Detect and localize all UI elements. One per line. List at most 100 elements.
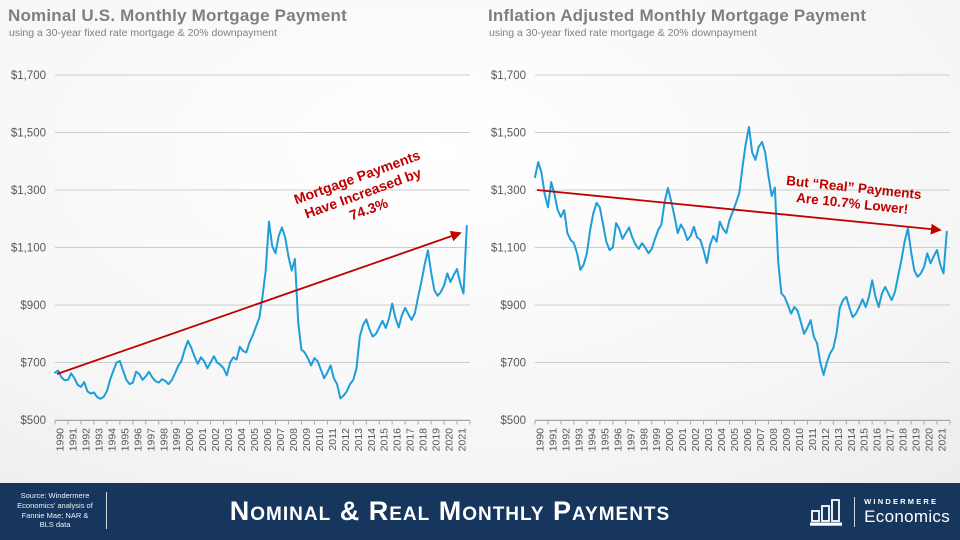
x-tick-label: 2004 — [716, 428, 728, 452]
x-tick-label: 1995 — [119, 428, 131, 452]
x-tick-label: 2002 — [690, 428, 702, 452]
x-tick-label: 2014 — [366, 428, 378, 452]
x-tick-label: 2019 — [431, 428, 443, 452]
x-tick-label: 1998 — [638, 428, 650, 452]
x-tick-label: 1992 — [560, 428, 572, 452]
x-tick-label: 2009 — [781, 428, 793, 452]
x-tick-label: 2020 — [924, 428, 936, 452]
logo-divider — [854, 496, 856, 527]
y-tick-label: $1,300 — [491, 185, 526, 197]
y-tick-label: $1,500 — [491, 128, 526, 140]
x-tick-label: 2012 — [820, 428, 832, 452]
x-tick-label: 1990 — [535, 428, 547, 452]
x-tick-label: 2015 — [379, 428, 391, 452]
x-tick-label: 2012 — [340, 428, 352, 452]
x-tick-label: 2000 — [664, 428, 676, 452]
y-tick-label: $900 — [20, 300, 46, 312]
x-tick-label: 2011 — [327, 428, 339, 451]
source-note: Source: Windermere Economics' analysis o… — [6, 491, 104, 530]
y-tick-label: $900 — [500, 300, 526, 312]
x-tick-label: 1995 — [599, 428, 611, 452]
x-tick-label: 1994 — [106, 428, 118, 452]
x-tick-label: 1999 — [171, 428, 183, 452]
y-tick-label: $1,100 — [491, 243, 526, 255]
x-tick-label: 1994 — [586, 428, 598, 452]
x-tick-label: 1993 — [93, 428, 105, 452]
x-tick-label: 2010 — [794, 428, 806, 452]
x-tick-label: 1999 — [651, 428, 663, 452]
x-tick-label: 2002 — [210, 428, 222, 452]
y-tick-label: $1,500 — [11, 128, 46, 140]
payment-series-line — [54, 220, 468, 400]
real-chart-subtitle: using a 30-year fixed rate mortgage & 20… — [489, 27, 757, 39]
y-tick-label: $1,700 — [491, 70, 526, 82]
bar-chart-icon — [810, 498, 843, 526]
nominal-chart-title: Nominal U.S. Monthly Mortgage Payment — [8, 6, 347, 25]
y-tick-label: $1,300 — [11, 185, 46, 197]
logo-brand-name: WINDERMERE — [864, 496, 939, 506]
x-tick-label: 2017 — [885, 428, 897, 452]
x-tick-label: 2013 — [353, 428, 365, 452]
x-tick-label: 2018 — [898, 428, 910, 452]
x-tick-label: 2015 — [859, 428, 871, 452]
x-tick-label: 1991 — [547, 428, 559, 452]
payment-series-line — [534, 126, 948, 376]
x-tick-label: 1997 — [145, 428, 157, 452]
trend-arrow — [536, 189, 942, 235]
source-line: Economics' analysis of — [17, 500, 93, 510]
x-tick-label: 1990 — [55, 428, 67, 452]
x-tick-label: 2007 — [275, 428, 287, 452]
x-tick-label: 1992 — [80, 428, 92, 452]
x-tick-label: 2008 — [768, 428, 780, 452]
logo-text: WINDERMERE Economics — [864, 497, 950, 527]
source-line: Source: Windermere — [20, 491, 90, 500]
x-tick-label: 2021 — [457, 428, 469, 452]
footer-banner: Source: Windermere Economics' analysis o… — [0, 483, 960, 540]
x-tick-label: 1997 — [625, 428, 637, 452]
y-tick-label: $500 — [500, 415, 526, 427]
x-tick-label: 2001 — [197, 428, 209, 452]
source-line: Fannie Mae; NAR & — [21, 510, 89, 520]
source-line: BLS data — [39, 520, 71, 530]
x-tick-label: 2005 — [249, 428, 261, 452]
x-tick-label: 2021 — [937, 428, 949, 452]
x-tick-label: 2006 — [262, 428, 274, 452]
x-tick-label: 2016 — [872, 428, 884, 452]
windermere-logo: WINDERMERE Economics — [809, 483, 950, 540]
y-tick-label: $500 — [20, 415, 46, 427]
x-tick-label: 2013 — [833, 428, 845, 452]
x-tick-label: 2016 — [392, 428, 404, 452]
y-tick-label: $1,100 — [11, 243, 46, 255]
y-tick-label: $1,700 — [11, 70, 46, 82]
y-tick-label: $700 — [500, 358, 526, 370]
nominal-chart-svg: $500 $700 $900 $1,100 $1,300 $1,500 $1,700 1990… — [11, 70, 471, 452]
x-tick-label: 2007 — [755, 428, 767, 452]
real-chart-svg: $500 $700 $900 $1,100 $1,300 $1,500 $1,700 1990… — [491, 70, 951, 452]
x-tick-label: 2001 — [677, 428, 689, 452]
x-tick-label: 2018 — [418, 428, 430, 452]
logo-brand-sub: Economics — [864, 506, 950, 526]
nominal-chart-panel: $500 $700 $900 $1,100 $1,300 $1,500 $1,700 1990… — [0, 0, 480, 483]
x-tick-label: 1991 — [67, 428, 79, 452]
x-tick-label: 1993 — [573, 428, 585, 452]
x-tick-label: 1996 — [132, 428, 144, 452]
x-tick-label: 2011 — [807, 428, 819, 451]
x-tick-label: 2008 — [288, 428, 300, 452]
x-tick-label: 1998 — [158, 428, 170, 452]
x-tick-label: 2019 — [911, 428, 923, 452]
x-tick-label: 2010 — [314, 428, 326, 452]
x-tick-label: 2003 — [703, 428, 715, 452]
x-tick-label: 2005 — [729, 428, 741, 452]
x-tick-label: 1996 — [612, 428, 624, 452]
x-tick-label: 2014 — [846, 428, 858, 452]
x-tick-label: 2020 — [444, 428, 456, 452]
nominal-chart-subtitle: using a 30-year fixed rate mortgage & 20… — [9, 27, 277, 39]
x-tick-label: 2017 — [405, 428, 417, 452]
trend-arrow — [56, 230, 462, 375]
x-tick-label: 2006 — [742, 428, 754, 452]
x-tick-label: 2003 — [223, 428, 235, 452]
x-tick-label: 2004 — [236, 428, 248, 452]
y-tick-label: $700 — [20, 358, 46, 370]
real-chart-panel: $500 $700 $900 $1,100 $1,300 $1,500 $1,700 1990… — [480, 0, 960, 483]
